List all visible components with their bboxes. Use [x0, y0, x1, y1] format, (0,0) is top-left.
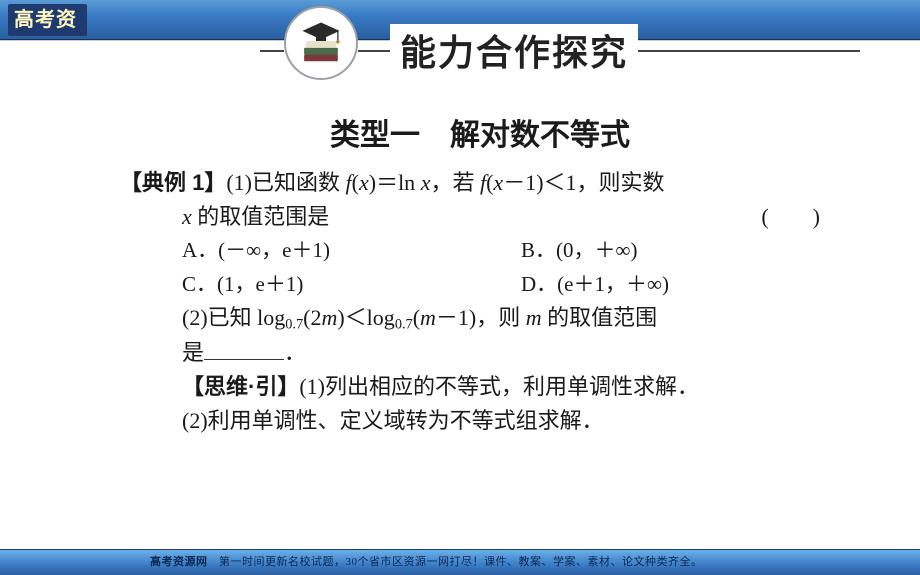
type-heading: 类型一 解对数不等式 — [120, 110, 840, 154]
q1-xparen: ( — [352, 170, 359, 195]
footer-site: 高考资源网 — [150, 556, 208, 568]
blank-underline — [204, 338, 284, 360]
option-b: B．(0，＋∞) — [521, 234, 840, 268]
options-grid: A．(－∞，e＋1) B．(0，＋∞) C．(1，e＋1) D．(e＋1，＋∞) — [120, 234, 840, 301]
q1-xparen2: ) — [369, 170, 376, 195]
q2-base2: 0.7 — [395, 317, 413, 333]
example-label: 【典例 1】 — [120, 170, 226, 195]
q2-l2-pre: 是 — [182, 340, 204, 365]
hint-label: 【思维·引】 — [182, 374, 299, 399]
q2-base1: 0.7 — [285, 317, 303, 333]
hint-l1-text: (1)列出相应的不等式，利用单调性求解． — [299, 374, 699, 399]
fx-x3: x — [493, 170, 503, 195]
q2-m2a: ( — [413, 305, 420, 330]
brand-text: 高考资 — [14, 9, 77, 31]
banner-title: 能力合作探究 — [390, 24, 638, 76]
fx-x2: x — [421, 170, 431, 195]
hint-line1: 【思维·引】(1)列出相应的不等式，利用单调性求解． — [120, 370, 840, 404]
content-area: 类型一 解对数不等式 【典例 1】(1)已知函数 f(x)＝ln x，若 f(x… — [120, 110, 840, 438]
q1-prefix: (1)已知函数 — [226, 170, 345, 195]
q2-tail2: 的取值范围 — [542, 305, 658, 330]
brand-badge: 高考资 — [8, 4, 87, 36]
title-banner: 能力合作探究 — [260, 24, 860, 80]
q2-pre: (2)已知 log — [182, 305, 285, 330]
example-q1-line2: x 的取值范围是 ( ) — [120, 200, 840, 234]
option-c: C．(1，e＋1) — [182, 268, 501, 302]
q1-mid2: ，若 — [430, 170, 480, 195]
q2-m2: m — [420, 305, 436, 330]
q1-eq: ＝ln — [376, 170, 421, 195]
q2-tail: －1)，则 — [436, 305, 526, 330]
option-a: A．(－∞，e＋1) — [182, 234, 501, 268]
fx-x1: x — [359, 170, 369, 195]
footer-text: 高考资源网 第一时间更新名校试题，30个省市区资源一网打尽！课件、教案、学案、素… — [150, 553, 703, 569]
footer-rest: 第一时间更新名校试题，30个省市区资源一网打尽！课件、教案、学案、素材、论文种类… — [208, 556, 703, 568]
example-q2-line2: 是． — [120, 336, 840, 370]
q2-m3: m — [526, 305, 542, 330]
q1-minus1: －1) — [503, 170, 543, 195]
q1-tail: ＜1，则实数 — [544, 170, 665, 195]
q2-m1: m — [321, 305, 337, 330]
q2-l2-suf: ． — [284, 340, 306, 365]
hint-line2: (2)利用单调性、定义域转为不等式组求解． — [120, 404, 840, 438]
banner-line-left — [260, 50, 284, 52]
option-d: D．(e＋1，＋∞) — [521, 268, 840, 302]
example-q1-line1: 【典例 1】(1)已知函数 f(x)＝ln x，若 f(x－1)＜1，则实数 — [120, 166, 840, 200]
q1-x4: x — [182, 204, 192, 229]
banner-circle — [284, 6, 358, 80]
q2-m1b: )＜log — [337, 305, 394, 330]
hint-l2-text: (2)利用单调性、定义域转为不等式组求解． — [182, 408, 604, 433]
answer-paren: ( ) — [761, 200, 840, 234]
q2-m1a: (2 — [303, 305, 321, 330]
books-cap-icon — [294, 14, 348, 73]
example-q2-line1: (2)已知 log0.7(2m)＜log0.7(m－1)，则 m 的取值范围 — [120, 301, 840, 336]
q1-range-text: 的取值范围是 — [192, 204, 330, 229]
